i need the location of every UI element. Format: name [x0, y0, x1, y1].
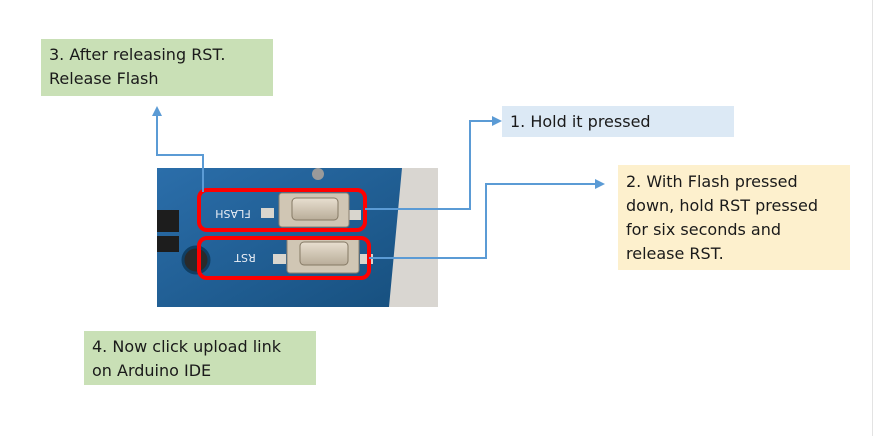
- rst-pad-right: [360, 254, 373, 264]
- flash-pad-left: [261, 208, 274, 218]
- callout-step3: 3. After releasing RST. Release Flash: [41, 39, 273, 96]
- connector-step3: [152, 106, 204, 192]
- flash-highlight: [197, 188, 367, 232]
- mounting-hole: [181, 245, 211, 275]
- header-block-bottom: [157, 236, 179, 252]
- page-edge-divider: [872, 0, 873, 436]
- flash-pad-right: [348, 210, 361, 220]
- top-component: [312, 168, 324, 180]
- rst-silkscreen: RST: [234, 251, 256, 264]
- flash-button-cap: [291, 197, 339, 221]
- flash-silkscreen: FLASH: [215, 207, 251, 220]
- connector-step1: [365, 116, 502, 210]
- callout-step1: 1. Hold it pressed: [502, 106, 734, 137]
- callout-step4: 4. Now click upload link on Arduino IDE: [84, 331, 316, 385]
- rst-button-cap: [299, 241, 349, 266]
- rst-pad-left: [273, 254, 286, 264]
- connector-step2: [369, 179, 605, 259]
- callout-step2: 2. With Flash pressed down, hold RST pre…: [618, 165, 850, 270]
- header-block-top: [157, 210, 179, 232]
- rst-highlight: [197, 236, 371, 280]
